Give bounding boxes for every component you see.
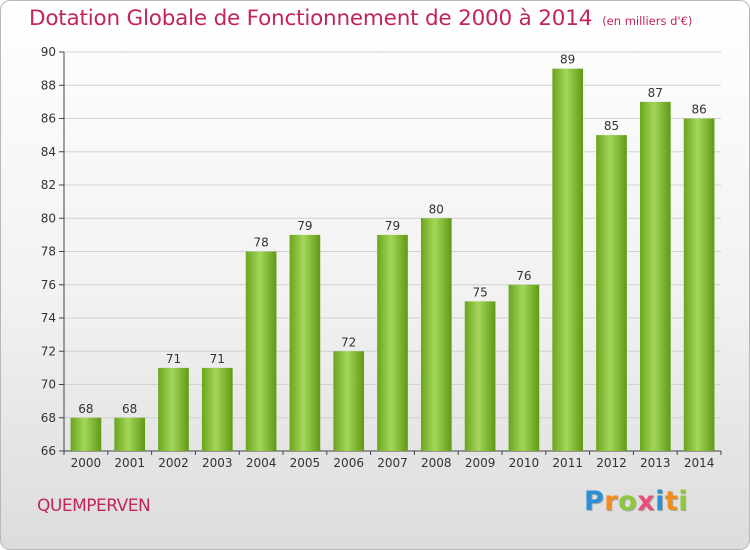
x-tick-label: 2004 — [246, 456, 277, 470]
chart-subtitle: (en milliers d'€) — [602, 14, 693, 28]
bar-value-label: 85 — [604, 119, 619, 133]
labels: 66 68 70 72 74 76 78 80 82 84 86 88 90 68 2000 68 2001 71… — [41, 45, 715, 470]
bar — [639, 101, 671, 451]
logo-letter: i — [678, 486, 689, 517]
y-tick-label: 70 — [41, 378, 56, 392]
chart-title-text: Dotation Globale de Fonctionnement de 20… — [29, 6, 593, 31]
bar — [158, 367, 189, 451]
y-tick-label: 90 — [41, 45, 56, 59]
bar-value-label: 76 — [516, 269, 531, 283]
bar — [683, 118, 715, 451]
x-tick-label: 2006 — [333, 456, 364, 470]
logo-letter: P — [584, 486, 605, 517]
y-tick-label: 76 — [41, 278, 56, 292]
bar-value-label: 71 — [210, 352, 225, 366]
bar-value-label: 68 — [122, 402, 137, 416]
bar — [70, 417, 102, 451]
x-tick-label: 2000 — [71, 456, 102, 470]
bar — [333, 351, 365, 451]
bar — [289, 234, 321, 451]
bar-value-label: 87 — [648, 86, 663, 100]
proxiti-logo: Proxiti — [584, 486, 688, 517]
y-tick-label: 88 — [41, 78, 56, 92]
logo-letter: r — [604, 486, 619, 517]
bar — [377, 234, 408, 451]
bar-value-label: 75 — [472, 285, 487, 299]
y-tick-label: 68 — [41, 411, 56, 425]
bar — [508, 284, 540, 451]
x-tick-label: 2005 — [290, 456, 321, 470]
bar-value-label: 79 — [385, 219, 400, 233]
x-tick-label: 2008 — [421, 456, 452, 470]
bar — [552, 68, 584, 451]
bar — [420, 218, 452, 451]
y-tick-label: 80 — [41, 211, 56, 225]
bar-value-label: 80 — [429, 202, 444, 216]
y-tick-label: 72 — [41, 344, 56, 358]
y-tick-label: 74 — [41, 311, 56, 325]
logo-letter: o — [618, 486, 638, 517]
bar-value-label: 86 — [691, 103, 706, 117]
bar-value-label: 78 — [253, 236, 268, 250]
y-tick-label: 82 — [41, 178, 56, 192]
bar — [464, 301, 496, 451]
x-tick-label: 2012 — [596, 456, 627, 470]
x-tick-label: 2013 — [640, 456, 671, 470]
x-tick-label: 2011 — [552, 456, 583, 470]
bar-value-label: 79 — [297, 219, 312, 233]
x-tick-label: 2014 — [684, 456, 715, 470]
y-tick-label: 84 — [41, 145, 56, 159]
y-tick-label: 78 — [41, 245, 56, 259]
bar — [596, 135, 627, 451]
x-tick-label: 2009 — [465, 456, 496, 470]
x-tick-label: 2001 — [114, 456, 145, 470]
x-tick-label: 2010 — [509, 456, 540, 470]
bars — [70, 68, 715, 451]
chart-title: Dotation Globale de Fonctionnement de 20… — [29, 6, 692, 31]
bar-value-label: 72 — [341, 335, 356, 349]
y-tick-label: 86 — [41, 112, 56, 126]
bar — [201, 367, 233, 451]
bar-value-label: 68 — [78, 402, 93, 416]
logo-letter: x — [637, 486, 656, 517]
bar — [114, 417, 146, 451]
x-tick-label: 2007 — [377, 456, 408, 470]
bar-value-label: 89 — [560, 53, 575, 67]
x-tick-label: 2002 — [158, 456, 189, 470]
bar-value-label: 71 — [166, 352, 181, 366]
commune-name: QUEMPERVEN — [37, 496, 151, 516]
bar — [245, 251, 277, 451]
logo-letter: t — [664, 486, 679, 517]
x-tick-label: 2003 — [202, 456, 233, 470]
logo-letter: i — [655, 486, 665, 517]
y-tick-label: 66 — [41, 444, 56, 458]
